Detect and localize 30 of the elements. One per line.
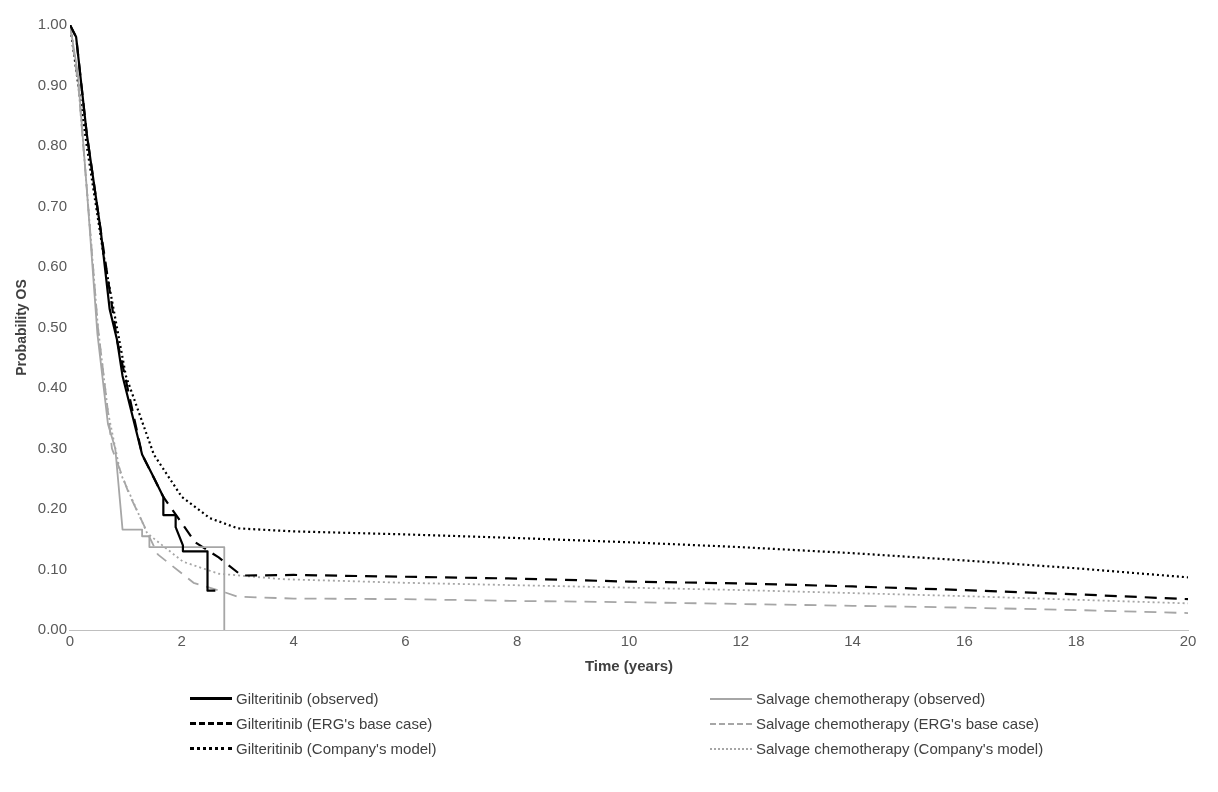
y-tick-label: 0.40 [37,378,67,396]
legend-label: Salvage chemotherapy (Company's model) [756,740,1044,757]
y-tick-label: 0.20 [37,499,67,517]
legend-label: Gilteritinib (Company's model) [236,740,437,757]
y-tick-label: 0.10 [37,559,67,577]
legend-label: Salvage chemotherapy (ERG's base case) [756,715,1040,732]
y-tick-label: 0.00 [37,620,67,638]
y-tick-label: 0.30 [37,438,67,456]
x-tick-label: 0 [65,632,75,650]
legend-label: Gilteritinib (observed) [236,690,379,707]
x-tick-label: 8 [513,632,522,650]
x-tick-label: 16 [956,632,973,650]
y-tick-label: 0.50 [37,317,67,335]
x-tick-label: 10 [620,632,638,650]
y-tick-label: 0.80 [37,136,67,154]
x-tick-label: 2 [177,632,186,650]
y-axis-title: Probability OS [13,279,30,376]
x-tick-label: 12 [732,632,750,650]
x-tick-label: 4 [289,632,298,650]
y-tick-label: 0.60 [37,257,67,275]
x-tick-label: 6 [401,632,410,650]
x-tick-label: 14 [844,632,861,650]
x-tick-label: 18 [1067,632,1085,650]
x-tick-label: 20 [1179,632,1197,650]
y-tick-label: 0.70 [37,196,67,214]
legend-label: Gilteritinib (ERG's base case) [236,715,433,732]
y-tick-label: 1.00 [37,15,67,33]
x-axis-title: Time (years) [584,657,674,675]
y-tick-label: 0.90 [37,75,67,93]
legend-label: Salvage chemotherapy (observed) [756,690,986,707]
